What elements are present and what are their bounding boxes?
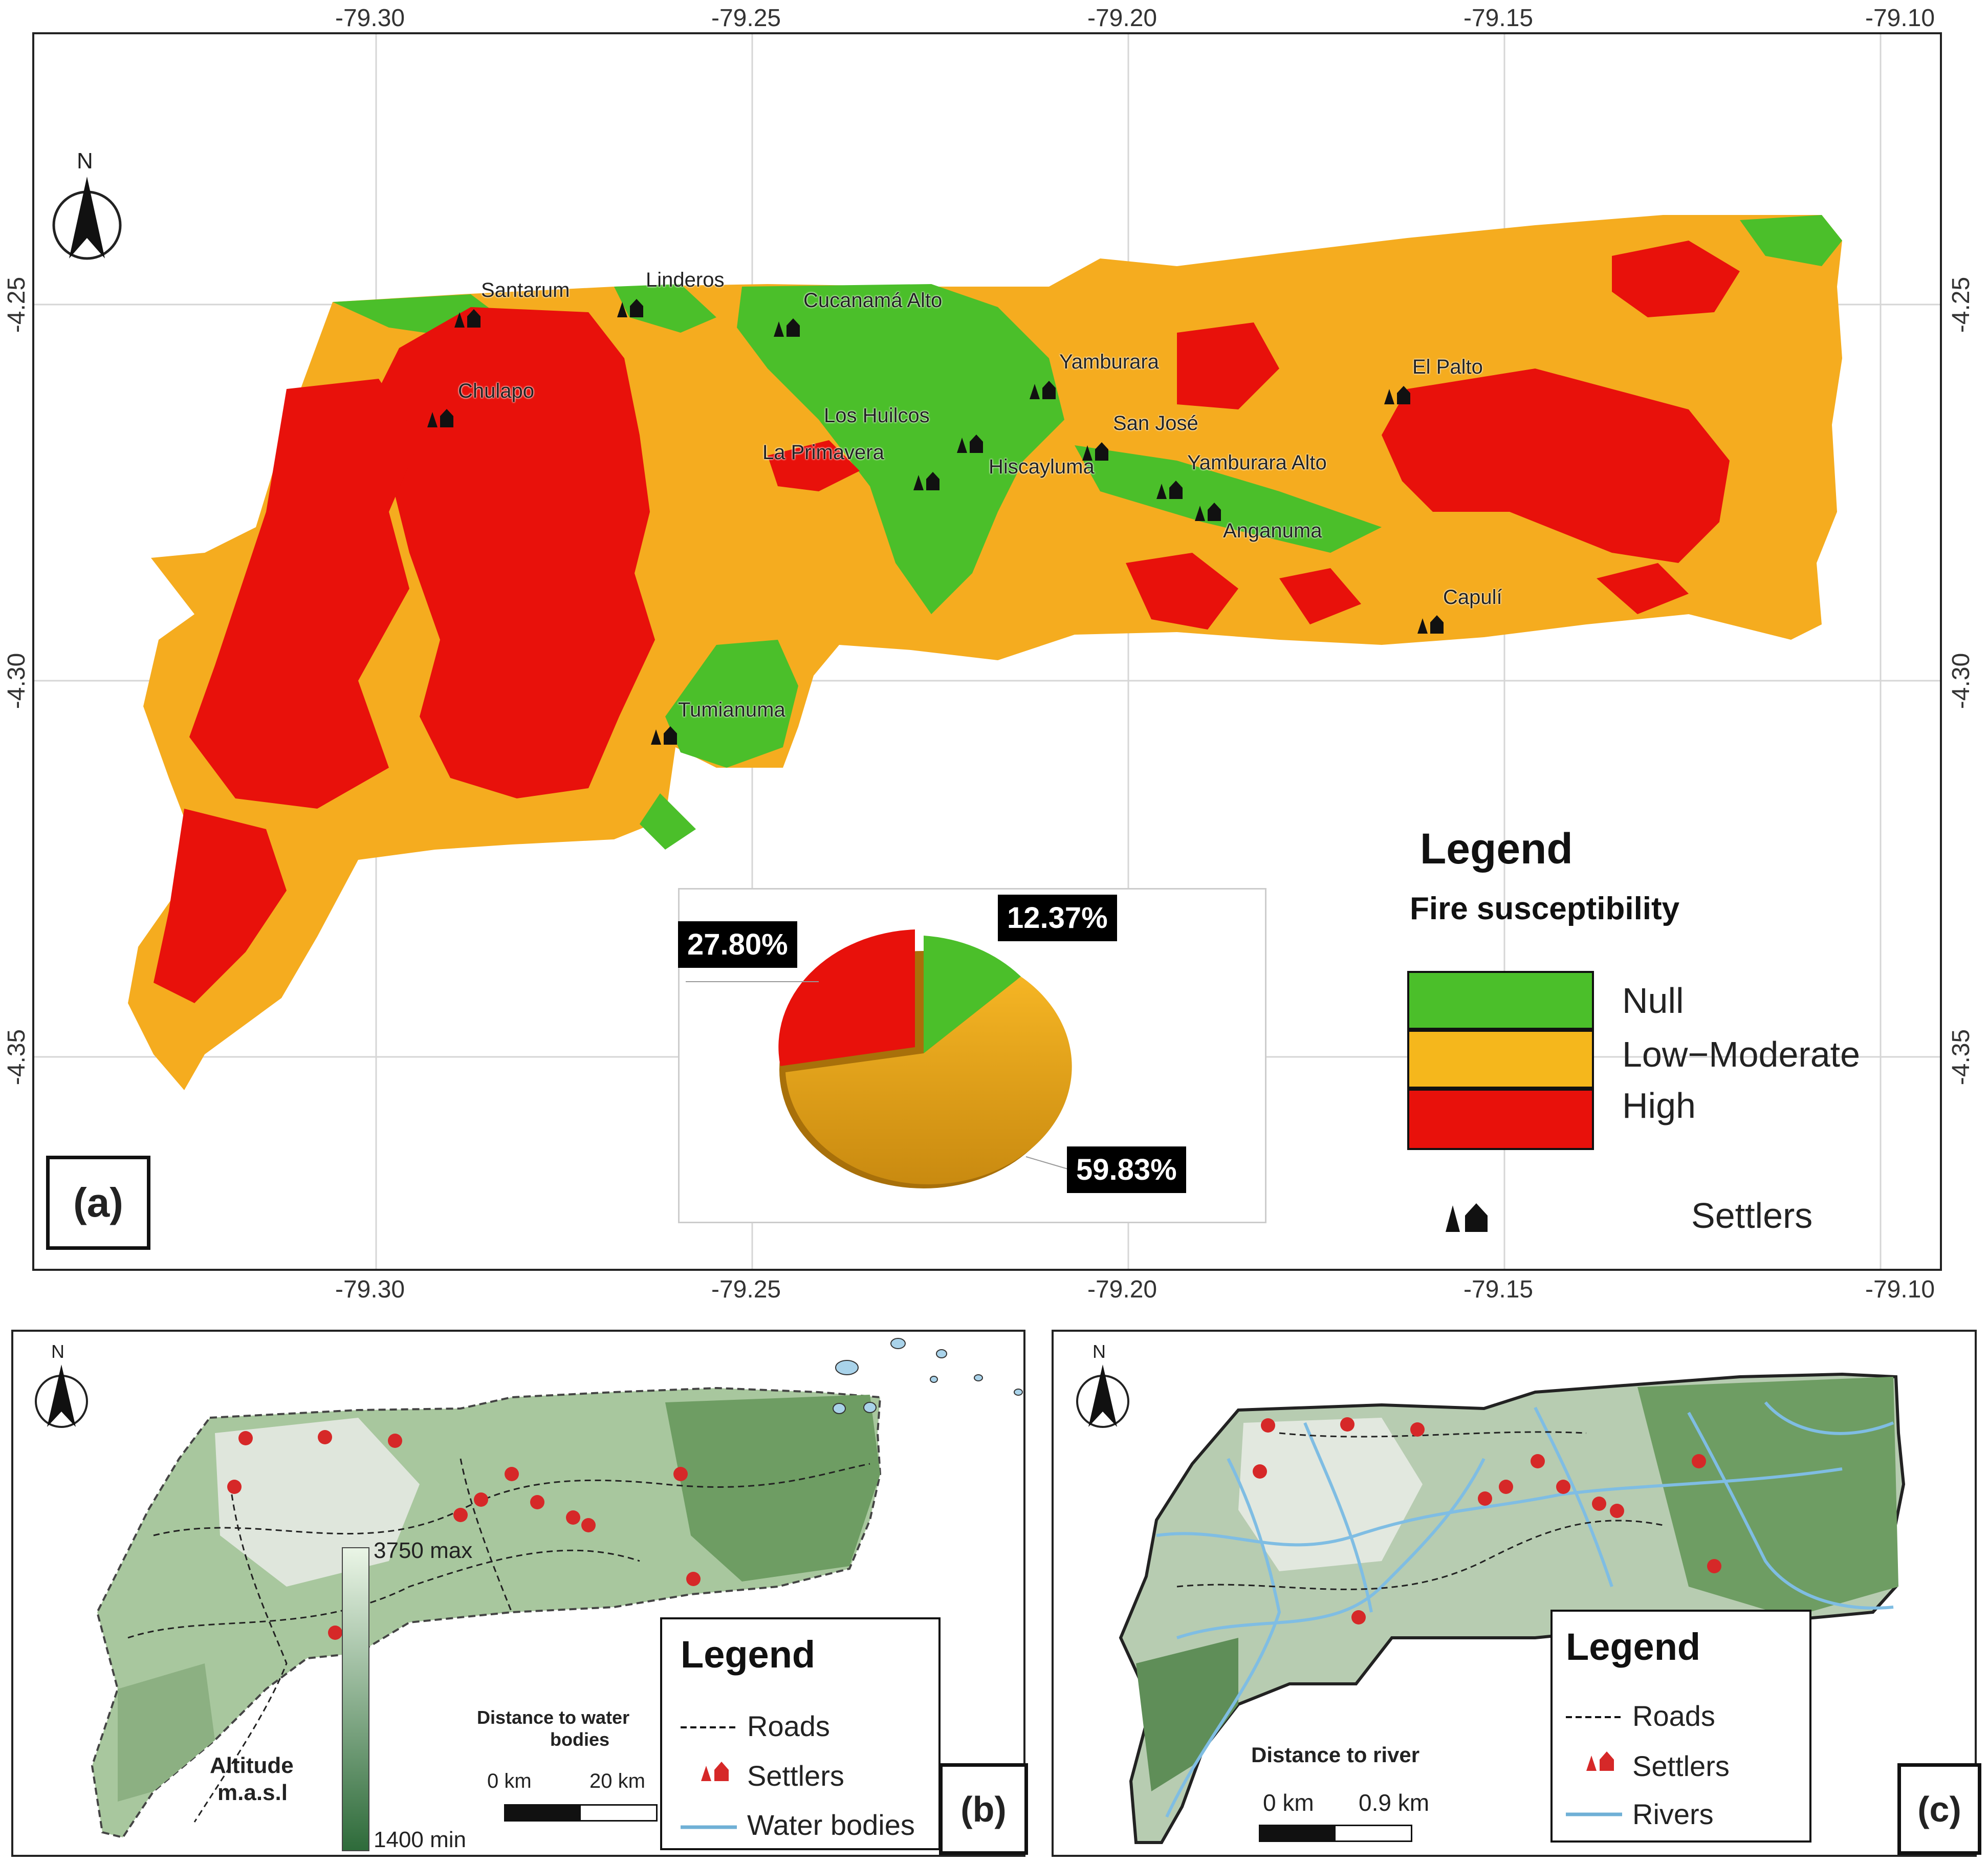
lat-tick-left-2: -4.30: [3, 653, 31, 709]
altitude-unit: m.a.s.l: [217, 1780, 288, 1805]
town-cucanama-alto: Cucanamá Alto: [803, 289, 943, 312]
pie-label-null: 12.37%: [998, 895, 1117, 941]
legend-label-low-moderate: Low−Moderate: [1622, 1034, 1861, 1074]
lat-tick-right-3: -4.35: [1948, 1029, 1975, 1086]
legend-c-rivers: Rivers: [1632, 1798, 1714, 1830]
town-la-primavera: La Primavera: [762, 441, 884, 464]
lon-tick-bottom-3: -79.20: [1087, 1276, 1157, 1303]
scale-end-c: 0.9 km: [1359, 1789, 1430, 1816]
town-san-jose: San José: [1113, 412, 1198, 435]
town-el-palto: El Palto: [1412, 356, 1483, 378]
lon-tick-bottom-2: -79.25: [711, 1276, 781, 1303]
lat-tick-left-3: -4.35: [3, 1029, 31, 1086]
altitude-min-label: 1400 min: [374, 1827, 467, 1852]
scale-end-b: 20 km: [589, 1770, 645, 1792]
panel-c-frame: [1052, 1330, 1977, 1857]
scale-title-b-2: bodies: [550, 1729, 610, 1750]
panel-label-a: (a): [46, 1156, 150, 1250]
lon-tick-bottom-5: -79.10: [1865, 1276, 1935, 1303]
scale-title-c: Distance to river: [1251, 1743, 1420, 1767]
legend-label-null: Null: [1622, 981, 1684, 1021]
north-label: N: [51, 1341, 64, 1362]
town-hiscayluma: Hiscayluma: [989, 456, 1095, 478]
town-linderos: Linderos: [646, 269, 725, 291]
town-anganuma: Anganuma: [1223, 519, 1322, 542]
lat-tick-left-1: -4.25: [3, 276, 31, 333]
legend-a-title: Legend: [1420, 825, 1573, 873]
town-los-huilcos: Los Huilcos: [824, 404, 930, 427]
pie-label-high: 27.80%: [678, 921, 797, 968]
town-santarum: Santarum: [481, 279, 570, 301]
north-arrow-icon: [1076, 1364, 1129, 1428]
north-arrow-icon: [52, 177, 122, 260]
town-tumianuma: Tumianuma: [678, 699, 785, 721]
legend-c-title: Legend: [1566, 1626, 1701, 1668]
legend-a-subtitle: Fire susceptibility: [1410, 891, 1680, 926]
scale-bar-c: [1259, 1825, 1412, 1842]
settlers-legend-icon: [1446, 1203, 1488, 1232]
legend-b-symbols: [681, 1726, 737, 1829]
lon-tick-bottom-1: -79.30: [335, 1276, 405, 1303]
lon-tick-top-3: -79.20: [1087, 5, 1157, 32]
north-arrow-icon: [35, 1364, 88, 1428]
legend-label-high: High: [1622, 1086, 1696, 1125]
legend-b-settlers: Settlers: [747, 1760, 844, 1792]
lon-tick-top-4: -79.15: [1463, 5, 1534, 32]
lat-tick-right-1: -4.25: [1948, 276, 1975, 333]
scale-bar-b: [504, 1804, 658, 1822]
legend-label-settlers: Settlers: [1691, 1196, 1813, 1236]
legend-c-settlers: Settlers: [1632, 1750, 1730, 1782]
north-arrow-b: N: [31, 1341, 92, 1443]
lon-tick-bottom-4: -79.15: [1463, 1276, 1534, 1303]
north-label: N: [77, 148, 93, 174]
lat-tick-right-2: -4.30: [1948, 653, 1975, 709]
legend-b-title: Legend: [681, 1633, 816, 1676]
altitude-title: Altitude: [210, 1753, 294, 1778]
legend-b-roads: Roads: [747, 1710, 830, 1742]
panel-label-c: (c): [1897, 1763, 1981, 1855]
panel-label-b: (b): [939, 1763, 1028, 1855]
altitude-max-label: 3750 max: [374, 1538, 473, 1563]
legend-c-symbols: [1566, 1716, 1622, 1816]
scale-title-b-1: Distance to water: [477, 1707, 630, 1728]
lon-tick-top-1: -79.30: [335, 5, 405, 32]
town-yamburara-alto: Yamburara Alto: [1187, 451, 1327, 474]
legend-swatch-high: [1407, 1089, 1594, 1150]
legend-swatch-low-moderate: [1407, 1030, 1594, 1089]
legend-b-water-bodies: Water bodies: [747, 1809, 915, 1841]
altitude-ramp: [342, 1547, 369, 1851]
pie-label-low-moderate: 59.83%: [1067, 1146, 1186, 1193]
scale-start-c: 0 km: [1263, 1789, 1314, 1816]
high-zones: [154, 241, 1740, 1003]
legend-c-box: [1550, 1610, 1811, 1843]
panel-a-map: [34, 34, 1940, 1269]
legend-b-box: [660, 1617, 941, 1850]
town-capuli: Capulí: [1443, 586, 1502, 609]
north-arrow-c: N: [1072, 1341, 1133, 1443]
north-arrow-a: N: [49, 148, 125, 276]
lon-tick-top-5: -79.10: [1865, 5, 1935, 32]
town-yamburara: Yamburara: [1059, 351, 1159, 373]
town-chulapo: Chulapo: [458, 380, 535, 402]
scale-start-b: 0 km: [487, 1770, 532, 1792]
north-label: N: [1093, 1341, 1106, 1362]
lon-tick-top-2: -79.25: [711, 5, 781, 32]
legend-c-roads: Roads: [1632, 1700, 1715, 1732]
legend-swatch-null: [1407, 971, 1594, 1030]
